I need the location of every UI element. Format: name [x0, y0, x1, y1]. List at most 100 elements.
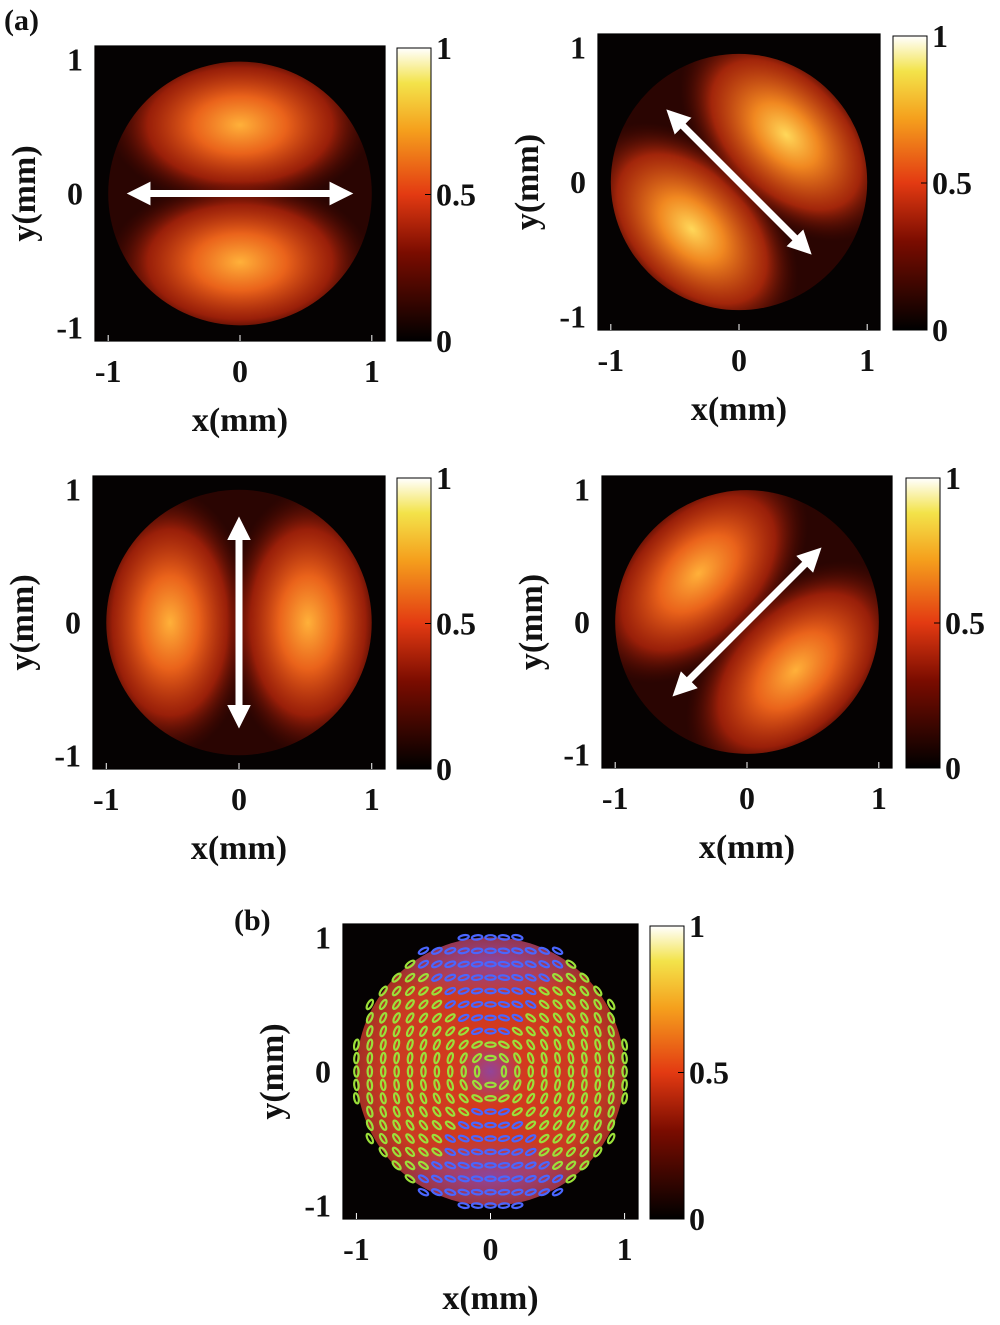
polarization-ellipse: [470, 947, 484, 955]
polarization-ellipse: [593, 998, 603, 1011]
colorbar-tick-label: 1: [436, 460, 452, 496]
polarization-ellipse: [607, 1011, 616, 1024]
polarization-ellipse: [470, 960, 484, 968]
polarization-ellipse: [621, 1051, 628, 1065]
colorbar-tick-label: 1: [932, 18, 948, 54]
y-tick-label: 1: [65, 471, 81, 507]
polarization-ellipse: [498, 1040, 510, 1049]
polarization-ellipse: [566, 1012, 576, 1024]
polarization-ellipse: [417, 946, 430, 956]
polarization-ellipse: [538, 999, 550, 1010]
polarization-ellipse: [418, 1012, 429, 1024]
polarization-ellipse: [419, 1025, 428, 1037]
polarization-ellipse: [484, 1095, 497, 1102]
polarization-ellipse: [470, 987, 484, 995]
polarization-ellipse: [484, 1108, 497, 1116]
polarization-ellipse: [511, 1120, 524, 1130]
polarization-ellipse: [552, 1147, 563, 1157]
polarizer-arrow: [672, 547, 822, 697]
polarization-ellipse: [366, 1065, 374, 1078]
polarization-ellipse: [580, 1038, 589, 1051]
polarization-ellipse: [392, 1119, 401, 1131]
polarization-ellipse: [484, 934, 497, 941]
colorbar-tick-label: 0: [945, 750, 961, 786]
polarization-ellipse: [418, 986, 429, 996]
polarization-ellipse: [392, 998, 402, 1010]
polarization-ellipse: [484, 1188, 497, 1196]
polarization-ellipse: [580, 1051, 588, 1065]
polarization-ellipse: [525, 1026, 536, 1037]
polarization-ellipse: [525, 1120, 537, 1130]
x-axis-label: x(mm): [191, 830, 287, 867]
polarization-ellipse: [378, 1146, 388, 1158]
polarization-ellipse: [607, 1025, 615, 1038]
polarization-ellipse: [539, 1092, 549, 1105]
polarization-ellipse: [513, 1079, 522, 1091]
polarization-ellipse: [594, 1051, 602, 1065]
polarization-ellipse: [524, 947, 537, 955]
polarization-ellipse: [378, 998, 388, 1011]
polarization-ellipse: [511, 1175, 524, 1183]
polarization-ellipse: [393, 1065, 400, 1078]
polarization-ellipse: [444, 947, 457, 955]
polarization-ellipse: [353, 1051, 360, 1065]
polarization-ellipse: [511, 947, 524, 955]
polarization-ellipse: [539, 1025, 549, 1037]
polarization-ellipse: [405, 1105, 415, 1118]
polarization-ellipse: [392, 1038, 401, 1051]
x-tick-label: 0: [483, 1231, 499, 1267]
polarization-ellipse: [379, 1119, 388, 1131]
polarization-ellipse: [524, 960, 537, 969]
polarization-ellipse: [580, 1078, 588, 1092]
polarization-ellipse: [431, 1133, 443, 1144]
polarization-ellipse: [538, 1133, 550, 1144]
colorbar-tick-label: 1: [945, 460, 961, 496]
polarization-ellipse: [552, 973, 564, 983]
polarization-ellipse: [406, 1051, 414, 1065]
polarization-ellipse: [607, 1038, 615, 1051]
y-tick-label: -1: [563, 737, 590, 773]
polarization-ellipse: [471, 1052, 483, 1064]
polarization-ellipse: [621, 1078, 628, 1092]
polarization-ellipse: [539, 1106, 549, 1118]
polarization-ellipse: [433, 1078, 441, 1092]
polarization-ellipse: [552, 986, 563, 996]
polarization-ellipse: [366, 1092, 374, 1105]
polarization-ellipse: [484, 1014, 497, 1022]
polarization-ellipse: [484, 1027, 497, 1035]
polarization-ellipse: [419, 1092, 428, 1105]
polarization-ellipse: [459, 1079, 468, 1091]
polarization-ellipse: [404, 1174, 416, 1184]
polarization-ellipse: [417, 1160, 429, 1170]
polarization-ellipse: [418, 1119, 429, 1131]
polarization-ellipse: [457, 1120, 470, 1130]
polarization-ellipse: [419, 1038, 428, 1051]
polarization-ellipse: [406, 1078, 414, 1092]
polarization-ellipse: [497, 1135, 511, 1143]
polarization-ellipse: [405, 1012, 415, 1024]
polarization-ellipse: [526, 1039, 536, 1051]
polarization-ellipse: [538, 1147, 550, 1157]
polarization-ellipse: [431, 1147, 443, 1157]
intensity-lobe: [106, 489, 253, 756]
heatmap-panel-5: -1 0 1 1 0 -1 x(mm) y(mm) 1 0.5 0: [254, 908, 729, 1317]
polarization-ellipse: [473, 1065, 481, 1078]
polarization-ellipse: [379, 1051, 387, 1065]
polarization-ellipse: [432, 1038, 442, 1051]
polarization-ellipse: [393, 1051, 401, 1065]
polarization-ellipse: [446, 1052, 455, 1065]
polarization-ellipse: [484, 974, 497, 981]
polarization-ellipse: [511, 1148, 524, 1156]
polarization-ellipse: [484, 960, 497, 968]
y-axis-label: y(mm): [509, 134, 546, 230]
polarization-ellipse: [524, 986, 537, 996]
polarization-ellipse: [444, 1161, 457, 1170]
y-axis-label: y(mm): [513, 574, 550, 670]
polarization-ellipse: [607, 1092, 615, 1105]
polarization-ellipse: [621, 1038, 629, 1051]
polarization-ellipse: [444, 973, 457, 982]
polarization-ellipse: [497, 1188, 511, 1196]
polarization-ellipse: [417, 973, 429, 983]
y-tick-label: -1: [54, 738, 81, 774]
polarization-ellipse: [525, 1013, 537, 1023]
